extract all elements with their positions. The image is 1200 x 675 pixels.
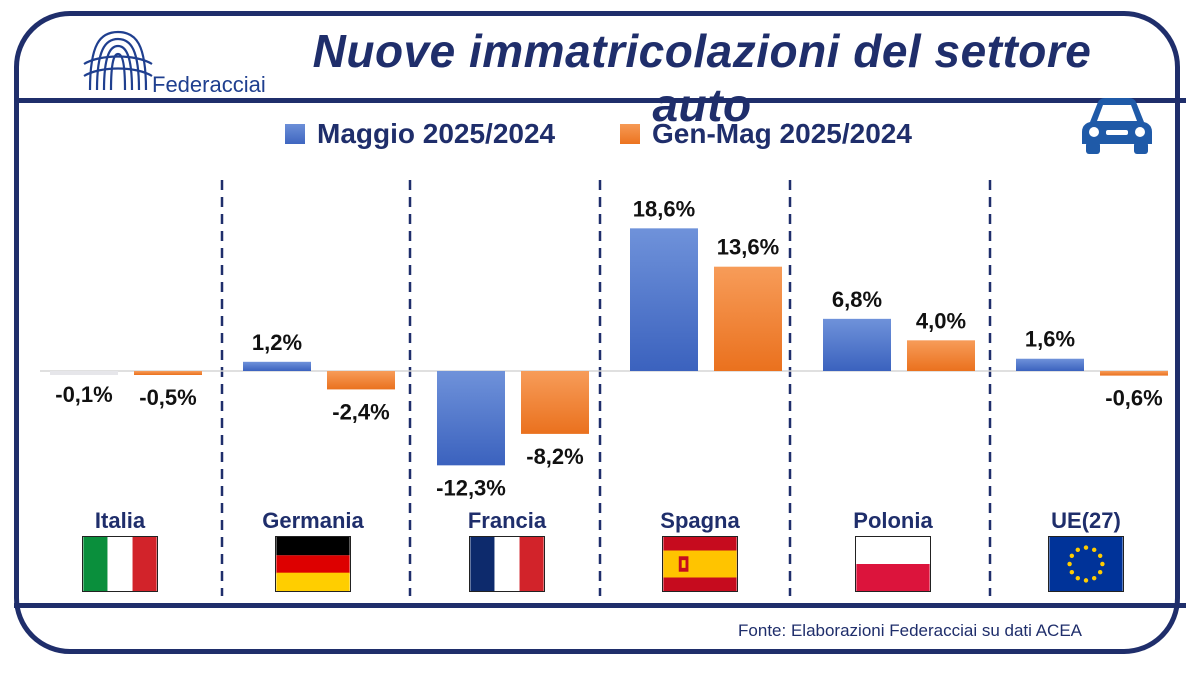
data-label: -12,3% [436, 475, 506, 500]
data-label: -0,6% [1105, 386, 1162, 411]
data-label: 1,2% [252, 330, 302, 355]
spain-flag-icon [662, 536, 738, 592]
bar-maggio-3 [630, 228, 698, 371]
eu-flag-icon [1048, 536, 1124, 592]
bar-maggio-2 [437, 371, 505, 466]
category-label: Spagna [660, 508, 740, 533]
bar-maggio-1 [243, 361, 311, 371]
bar-gen-mag-3 [714, 266, 782, 371]
data-label: 13,6% [717, 235, 779, 260]
category-label: Germania [262, 508, 364, 533]
bar-gen-mag-2 [521, 371, 589, 434]
category-label: UE(27) [1051, 508, 1121, 533]
category-label: Francia [467, 508, 547, 533]
bar-maggio-0 [50, 371, 118, 375]
italy-flag-icon [82, 536, 158, 592]
legend-item-gen-mag: Gen-Mag 2025/2024 [620, 112, 912, 156]
source-note: Fonte: Elaborazioni Federacciai su dati … [738, 621, 1082, 640]
data-label: -2,4% [332, 399, 389, 424]
france-flag-icon [469, 536, 545, 592]
data-label: 6,8% [832, 287, 882, 312]
bar-maggio-5 [1016, 358, 1084, 371]
logo-name: Federacciai [152, 72, 266, 97]
bar-gen-mag-0 [134, 371, 202, 375]
data-label: 1,6% [1025, 327, 1075, 352]
bar-gen-mag-4 [907, 340, 975, 371]
category-label: Italia [94, 508, 146, 533]
legend-label: Gen-Mag 2025/2024 [652, 118, 912, 149]
data-label: -0,5% [139, 385, 196, 410]
data-label: 18,6% [633, 196, 695, 221]
category-label: Polonia [853, 508, 933, 533]
bar-gen-mag-5 [1100, 371, 1168, 376]
header-divider [14, 98, 1186, 103]
car-icon [1082, 98, 1152, 154]
chart-frame [14, 11, 1180, 654]
poland-flag-icon [855, 536, 931, 592]
legend-swatch-blue [285, 124, 305, 144]
legend-swatch-orange [620, 124, 640, 144]
legend-item-maggio: Maggio 2025/2024 [285, 112, 555, 156]
germany-flag-icon [275, 536, 351, 592]
page-title: Nuove immatricolazioni del settore auto [312, 25, 1092, 131]
footer-divider [14, 603, 1186, 608]
bar-maggio-4 [823, 318, 891, 371]
data-label: 4,0% [916, 308, 966, 333]
legend-label: Maggio 2025/2024 [317, 118, 556, 149]
data-label: -0,1% [55, 382, 112, 407]
data-label: -8,2% [526, 444, 583, 469]
federacciai-logo-icon [83, 30, 153, 91]
bar-gen-mag-1 [327, 371, 395, 390]
legend: Maggio 2025/2024 Gen-Mag 2025/2024 [0, 112, 1200, 156]
